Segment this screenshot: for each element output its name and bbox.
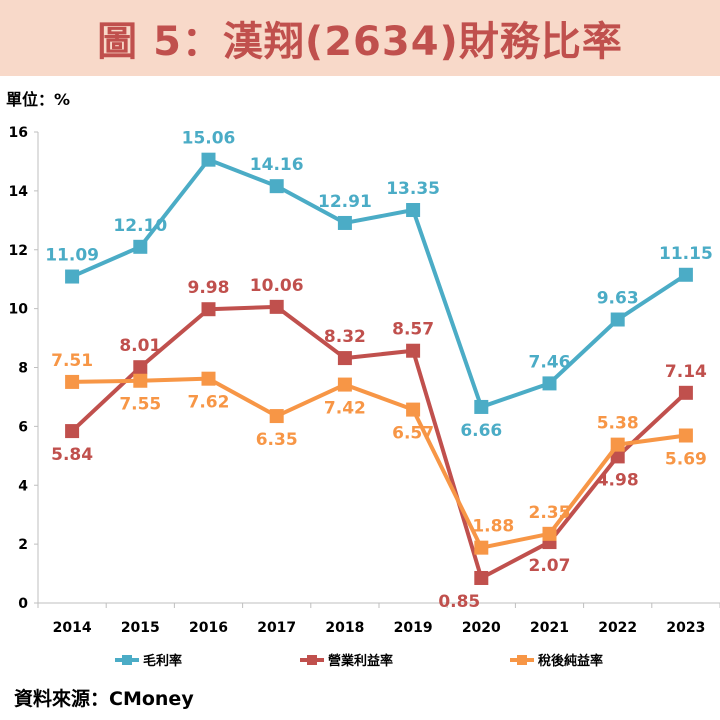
x-tick-label: 2019 [394, 620, 433, 636]
data-point [65, 374, 80, 389]
data-label: 12.10 [113, 216, 167, 236]
data-point [474, 570, 489, 585]
data-point [133, 239, 148, 254]
data-point [678, 428, 693, 443]
data-label: 4.98 [597, 470, 639, 490]
x-tick-label: 2023 [666, 620, 705, 636]
x-tick-label: 2016 [189, 620, 228, 636]
y-tick-label: 0 [18, 596, 28, 612]
data-label: 5.38 [597, 414, 639, 434]
data-label: 6.57 [392, 424, 434, 444]
series-line [70, 304, 688, 580]
x-tick-label: 2018 [325, 620, 364, 636]
data-label: 6.35 [256, 430, 298, 450]
data-point [678, 385, 693, 400]
data-label: 11.09 [45, 246, 99, 266]
data-point [678, 267, 693, 282]
data-label: 8.57 [392, 320, 434, 340]
data-point [65, 269, 80, 284]
data-label: 5.84 [51, 445, 93, 465]
data-label: 5.69 [665, 450, 707, 470]
data-label: 8.01 [119, 336, 161, 356]
data-point [474, 540, 489, 555]
x-tick-label: 2017 [257, 620, 296, 636]
data-label: 2.35 [529, 503, 571, 523]
data-label: 14.16 [250, 155, 304, 175]
data-label: 7.14 [665, 362, 707, 382]
data-point [610, 449, 625, 464]
data-point [133, 373, 148, 388]
series-line [71, 157, 687, 409]
data-point [610, 312, 625, 327]
data-label: 9.63 [597, 289, 639, 309]
data-point [337, 351, 352, 366]
unit-label: 單位：% [6, 90, 71, 109]
data-point [406, 203, 421, 218]
data-label: 15.06 [182, 129, 236, 149]
x-tick-label: 2020 [462, 620, 501, 636]
x-tick-label: 2021 [530, 620, 569, 636]
legend-marker [517, 655, 527, 665]
y-tick-label: 12 [9, 243, 28, 259]
source-label: 資料來源：CMoney [14, 688, 194, 710]
data-label: 7.55 [119, 395, 161, 415]
data-point [610, 437, 625, 452]
chart-title: 圖 5：漢翔(2634)財務比率 [97, 19, 623, 65]
y-tick-label: 10 [9, 302, 29, 318]
data-point [406, 402, 421, 417]
data-label: 11.15 [659, 244, 713, 264]
data-label: 1.88 [472, 517, 514, 537]
y-tick-label: 2 [18, 537, 28, 553]
data-point [201, 152, 216, 167]
legend-marker [122, 655, 132, 665]
legend-marker [307, 655, 317, 665]
data-point [201, 371, 216, 386]
y-tick-label: 6 [18, 419, 28, 435]
data-point [542, 376, 557, 391]
data-label: 7.62 [188, 393, 230, 413]
data-label: 2.07 [529, 556, 571, 576]
data-label: 7.51 [51, 351, 93, 371]
data-point [65, 424, 80, 439]
data-point [337, 377, 352, 392]
data-point [337, 215, 352, 230]
y-tick-label: 4 [18, 478, 28, 494]
data-label: 7.42 [324, 399, 366, 419]
x-tick-label: 2015 [121, 620, 160, 636]
y-tick-label: 16 [9, 125, 28, 141]
data-label: 7.46 [529, 352, 571, 372]
legend-label: 毛利率 [143, 653, 182, 669]
series-line [72, 376, 687, 550]
legend-label: 稅後純益率 [538, 653, 603, 669]
data-label: 13.35 [386, 179, 440, 199]
data-label: 9.98 [188, 278, 230, 298]
data-point [542, 526, 557, 541]
data-label: 6.66 [460, 421, 502, 441]
y-tick-label: 8 [18, 361, 28, 377]
x-tick-label: 2022 [598, 620, 637, 636]
data-label: 0.85 [438, 592, 480, 612]
x-tick-label: 2014 [53, 620, 92, 636]
data-label: 10.06 [250, 276, 304, 296]
data-point [269, 299, 284, 314]
data-point [269, 179, 284, 194]
data-label: 8.32 [324, 327, 366, 347]
data-point [269, 409, 284, 424]
data-label: 12.91 [318, 192, 372, 212]
y-tick-label: 14 [9, 184, 29, 200]
data-point [474, 399, 489, 414]
title-banner: 圖 5：漢翔(2634)財務比率 [0, 0, 720, 76]
data-point [201, 302, 216, 317]
data-point [406, 343, 421, 358]
data-point [133, 360, 148, 375]
legend-label: 營業利益率 [328, 653, 393, 669]
